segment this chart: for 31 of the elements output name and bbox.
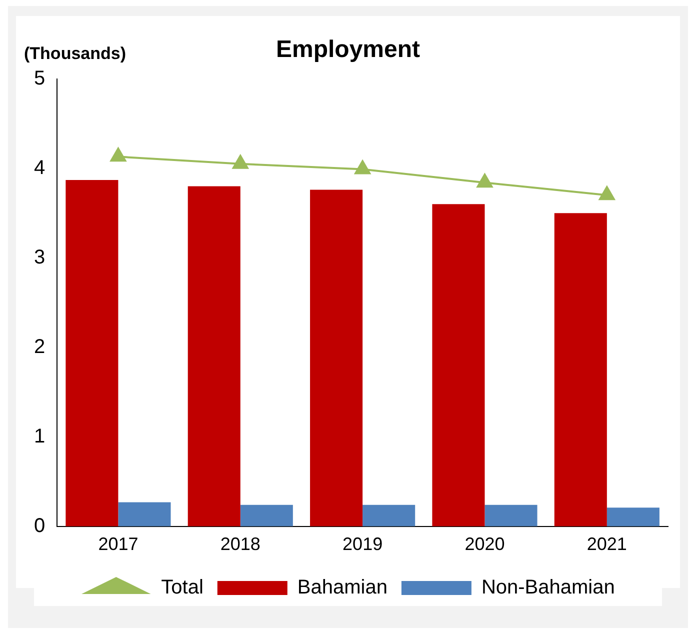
y-tick-label: 4: [34, 156, 46, 179]
bar: [554, 213, 607, 526]
y-tick-label: 3: [34, 246, 46, 268]
legend-label: Total: [161, 576, 204, 599]
x-tick-label: 2019: [342, 534, 383, 554]
y-tick-label: 5: [34, 67, 46, 90]
y-tick-label: 2: [34, 336, 46, 358]
bar: [240, 504, 293, 526]
bar: [188, 186, 240, 526]
point: [110, 148, 126, 162]
bar: [484, 504, 538, 526]
point: [354, 160, 370, 174]
x-tick-label: 2021: [586, 534, 627, 554]
point: [476, 174, 493, 188]
bar: [66, 180, 118, 526]
bar: [310, 190, 363, 526]
x-tick-label: 2018: [220, 534, 260, 554]
legend-label: Non-Bahamian: [481, 576, 615, 599]
x-tick-label: 2017: [98, 534, 138, 554]
bar: [362, 504, 416, 526]
bar: [432, 204, 485, 526]
bar: [118, 502, 171, 526]
point: [598, 186, 615, 200]
chart-title: Employment: [276, 36, 420, 64]
legend-label: Bahamian: [297, 576, 388, 599]
x-tick-label: 2020: [464, 534, 505, 554]
y-tick-label: 0: [34, 514, 46, 537]
y-tick-label: 1: [34, 425, 46, 448]
bar: [606, 508, 660, 526]
y-axis-title: (Thousands): [24, 44, 126, 64]
point: [232, 154, 248, 169]
